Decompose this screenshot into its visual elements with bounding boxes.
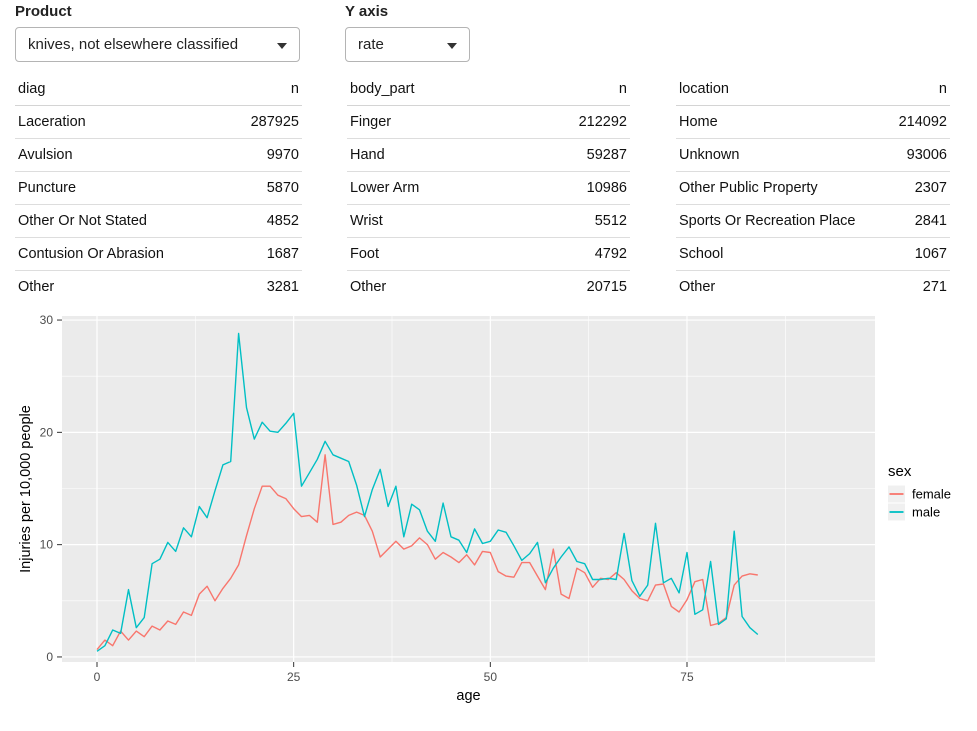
table-row: Foot 4792 [347,237,630,271]
line-chart-svg: 0 25 50 75 0 10 20 30 age Injuries per 10,000 peo… [18,313,951,704]
table-row: Other 271 [676,271,950,304]
table-header-row: location n [676,75,950,106]
count-cell: 1687 [226,237,302,271]
table-row: Other 20715 [347,271,630,304]
table-row: Sports Or Recreation Place 2841 [676,204,950,238]
table-row: Laceration 287925 [15,105,302,139]
category-cell: Laceration [15,105,227,139]
table-row: Finger 212292 [347,105,630,139]
count-cell: 2841 [887,204,950,238]
category-cell: Contusion Or Abrasion [15,237,227,271]
count-cell: 1067 [887,237,950,271]
legend-entry-label: male [912,505,940,520]
count-cell: 5870 [226,171,302,205]
column-header: body_part [347,75,512,106]
table-header-row: body_part n [347,75,630,106]
x-tick-label: 50 [484,670,498,684]
product-label: Product [15,3,72,20]
category-cell: Hand [347,138,512,172]
y-axis-title: Injuries per 10,000 people [18,405,34,573]
count-cell: 287925 [226,105,302,139]
y-tick-label: 0 [46,650,53,664]
male-line [96,332,759,652]
x-tick-label: 0 [94,670,101,684]
count-cell: 214092 [887,105,950,139]
category-cell: Home [676,105,888,139]
table-row: Hand 59287 [347,138,630,172]
table-row: Avulsion 9970 [15,138,302,172]
chevron-down-icon [277,42,287,49]
table-row: Contusion Or Abrasion 1687 [15,237,302,271]
y-tick-label: 10 [40,538,54,552]
count-cell: 4852 [226,204,302,238]
category-cell: Other [350,279,387,295]
diag-table: diag n Laceration 287925 Avulsion 9970 Punctur… [15,75,302,303]
category-cell: Other Public Property [676,171,888,205]
legend-title: sex [888,463,912,480]
y-axis-select-value: rate [358,36,384,53]
chevron-down-icon [447,42,457,49]
legend-entry-label: female [912,487,951,502]
x-tick-label: 25 [287,670,301,684]
category-cell: Unknown [676,138,888,172]
count-cell: 20715 [586,279,627,295]
product-control: Product knives, not elsewhere classified [15,3,300,62]
location-table: location n Home 214092 Unknown 93006 Other Pub… [676,75,950,303]
count-cell: 271 [922,279,947,295]
table-row: Puncture 5870 [15,171,302,205]
count-cell: 212292 [511,105,630,139]
table-row: Wrist 5512 [347,204,630,238]
female-line [96,454,758,651]
category-cell: School [676,237,888,271]
category-cell: Sports Or Recreation Place [676,204,888,238]
table-row: Home 214092 [676,105,950,139]
count-cell: 3281 [266,279,299,295]
category-cell: Puncture [15,171,227,205]
product-select-value: knives, not elsewhere classified [28,36,239,53]
category-cell: Wrist [347,204,512,238]
category-cell: Other [679,279,716,295]
plot-panel [62,316,875,662]
body-part-table: body_part n Finger 212292 Hand 59287 Lower Arm… [347,75,630,303]
x-axis-title: age [456,688,480,704]
column-header: diag [15,75,227,106]
table-row: Lower Arm 10986 [347,171,630,205]
count-cell: 2307 [887,171,950,205]
column-header: n [511,75,630,106]
x-tick-label: 75 [680,670,694,684]
table-row: School 1067 [676,237,950,271]
category-cell: Foot [347,237,512,271]
count-cell: 4792 [511,237,630,271]
table-row: Other Or Not Stated 4852 [15,204,302,238]
category-cell: Other [18,279,55,295]
column-header: n [226,75,302,106]
table-row: Other 3281 [15,271,302,304]
column-header: n [887,75,950,106]
table-row: Unknown 93006 [676,138,950,172]
category-cell: Avulsion [15,138,227,172]
category-cell: Other Or Not Stated [15,204,227,238]
count-cell: 5512 [511,204,630,238]
table-header-row: diag n [15,75,302,106]
category-cell: Lower Arm [347,171,512,205]
count-cell: 93006 [887,138,950,172]
y-axis-select[interactable]: rate [345,27,470,62]
injuries-rate-plot: 0 25 50 75 0 10 20 30 age Injuries per 10,000 peo… [0,305,977,731]
category-cell: Finger [347,105,512,139]
count-cell: 10986 [511,171,630,205]
table-row: Other Public Property 2307 [676,171,950,205]
y-axis-label: Y axis [345,3,389,20]
count-cell: 59287 [511,138,630,172]
y-tick-label: 30 [40,313,54,327]
column-header: location [676,75,888,106]
product-select[interactable]: knives, not elsewhere classified [15,27,300,62]
count-cell: 9970 [226,138,302,172]
y-axis-control: Y axis rate [345,3,470,62]
y-tick-label: 20 [40,425,54,439]
